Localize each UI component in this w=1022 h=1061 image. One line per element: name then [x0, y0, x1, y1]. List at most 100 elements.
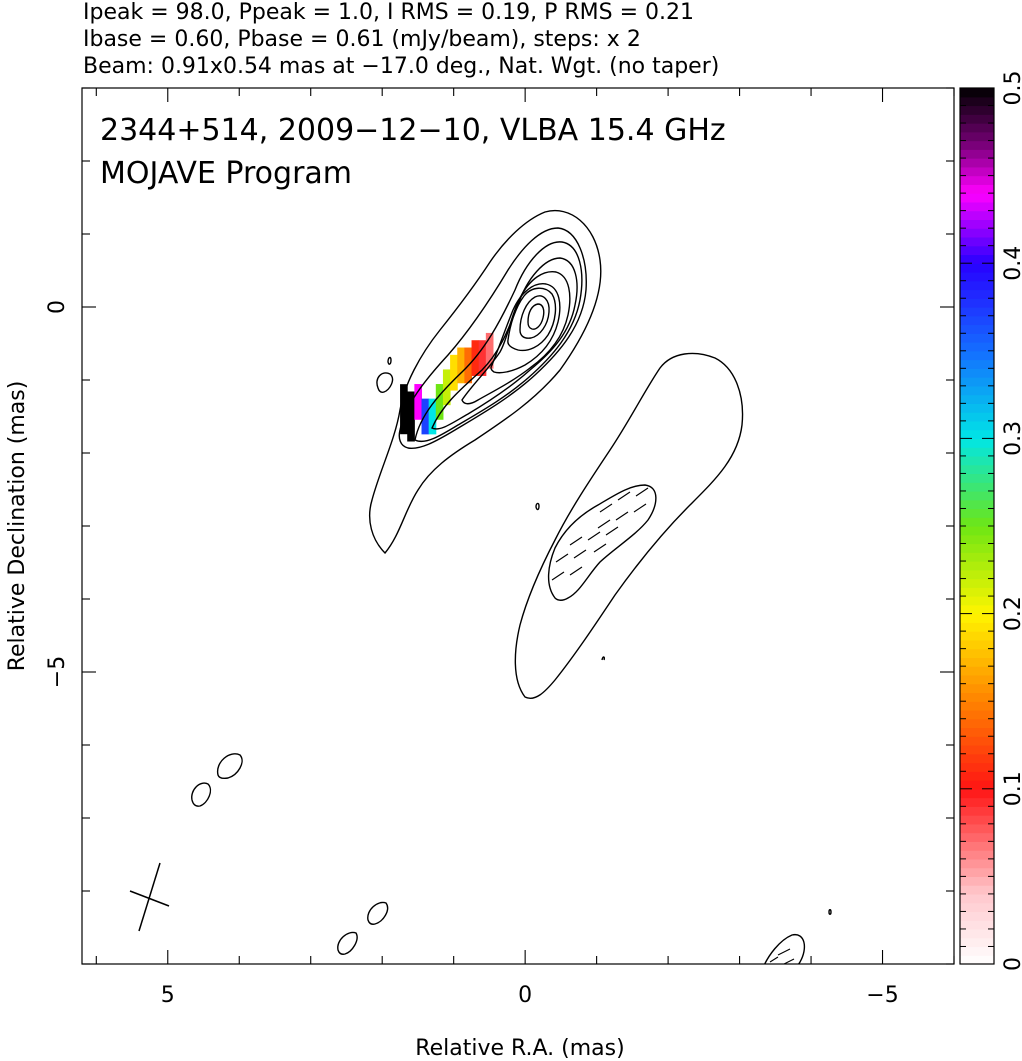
colorbar-step [960, 823, 994, 834]
y-tick-labels: 0 −5 [45, 300, 70, 688]
colorbar-step [960, 429, 994, 439]
colorbar-step [960, 604, 994, 615]
colorbar-step [960, 622, 994, 632]
colorbar-step [960, 613, 994, 623]
colorbar-step [960, 333, 994, 343]
colorbar-step [960, 569, 994, 580]
colorbar-step [960, 280, 994, 291]
contour-jet-outer [514, 352, 744, 699]
colorbar-step [960, 228, 994, 238]
colorbar-step [960, 727, 994, 737]
colorbar-step [960, 350, 994, 361]
colorbar-step [960, 543, 994, 553]
colorbar-step [960, 639, 994, 650]
contour-blob-5 [216, 753, 243, 780]
colorbar-step [960, 648, 994, 658]
colorbar-step [960, 193, 994, 203]
colorbar-step [960, 745, 994, 755]
colorbar-tick-label: 0.3 [1001, 421, 1022, 456]
colorbar-step [960, 736, 994, 746]
colorbar-step [960, 692, 994, 702]
colorbar-step [960, 701, 994, 711]
colorbar-step [960, 753, 994, 764]
plot-frame [81, 87, 955, 965]
colorbar-step [960, 666, 994, 676]
colorbar-step [960, 88, 994, 98]
colorbar-step [960, 902, 994, 913]
colorbar-step [960, 561, 994, 571]
colorbar-step [960, 123, 994, 133]
colorbar-tick-label: 0 [1001, 957, 1022, 971]
colorbar-step [960, 175, 994, 185]
pol-pixel-3 [421, 398, 430, 435]
colorbar-step [960, 771, 994, 781]
y-axis-label: Relative Declination (mas) [5, 381, 30, 672]
contour-jet-inner [547, 484, 657, 601]
colorbar-step [960, 490, 994, 501]
colorbar-step [960, 552, 994, 562]
beam-marker [129, 862, 170, 932]
source-label: 2344+514, 2009−12−10, VLBA 15.4 GHz [100, 113, 726, 148]
colorbar-step [960, 867, 994, 877]
contour-5 [461, 271, 571, 405]
colorbar-step [960, 911, 994, 921]
pol-pixel-4 [428, 398, 437, 435]
colorbar-tick-label: 0.5 [1001, 71, 1022, 106]
pol-pixel-12 [485, 332, 494, 369]
pol-pixel-11 [478, 340, 487, 376]
colorbar-step [960, 718, 994, 729]
colorbar-step [960, 920, 994, 930]
colorbar-step [960, 420, 994, 431]
colorbar-step [960, 324, 994, 334]
pol-pixel-5 [435, 384, 444, 420]
colorbar-step [960, 841, 994, 851]
colorbar-step [960, 254, 994, 264]
colorbar-step [960, 674, 994, 685]
pol-pixel-1 [407, 391, 415, 442]
colorbar-tick-labels: 0 0.1 0.2 0.3 0.4 0.5 [1001, 71, 1022, 972]
colorbar-step [960, 385, 994, 396]
colorbar-step [960, 885, 994, 895]
colorbar-step [960, 201, 994, 212]
contour-blob-2 [387, 356, 392, 365]
colorbar-step [960, 762, 994, 772]
colorbar-step [960, 534, 994, 545]
contour-8 [519, 295, 550, 339]
colorbar-step [960, 184, 994, 194]
contour-blob-6 [191, 782, 212, 807]
contour-outer [368, 209, 602, 555]
x-tick-label: 5 [161, 983, 175, 1008]
colorbar-step [960, 657, 994, 667]
colorbar-step [960, 788, 994, 799]
map-content [191, 209, 832, 964]
colorbar-tick-label: 0.4 [1001, 246, 1022, 281]
colorbar-step [960, 298, 994, 308]
colorbar-step [960, 447, 994, 457]
contour-3 [414, 241, 583, 443]
colorbar-step [960, 289, 994, 299]
colorbar-step [960, 578, 994, 588]
colorbar-step [960, 105, 994, 115]
contour-4 [431, 257, 578, 430]
pol-pixel-2 [414, 384, 423, 420]
contour-blob-3 [535, 502, 540, 511]
colorbar-step [960, 587, 994, 597]
colorbar-step [960, 245, 994, 256]
program-label: MOJAVE Program [100, 156, 352, 191]
colorbar-step [960, 517, 994, 527]
colorbar-step [960, 359, 994, 369]
contour-blob-7 [367, 901, 389, 925]
colorbar-step [960, 928, 994, 939]
y-tick-label: 0 [45, 300, 70, 314]
colorbar-step [960, 377, 994, 387]
colorbar-step [960, 131, 994, 142]
colorbar-step [960, 709, 994, 720]
colorbar-step [960, 815, 994, 825]
colorbar-step [960, 946, 994, 956]
colorbar-step [960, 96, 994, 107]
header-line-3: Beam: 0.91x0.54 mas at −17.0 deg., Nat. … [83, 54, 719, 79]
colorbar-step [960, 893, 994, 904]
colorbar-step [960, 210, 994, 220]
colorbar-step [960, 806, 994, 816]
colorbar-step [960, 797, 994, 807]
